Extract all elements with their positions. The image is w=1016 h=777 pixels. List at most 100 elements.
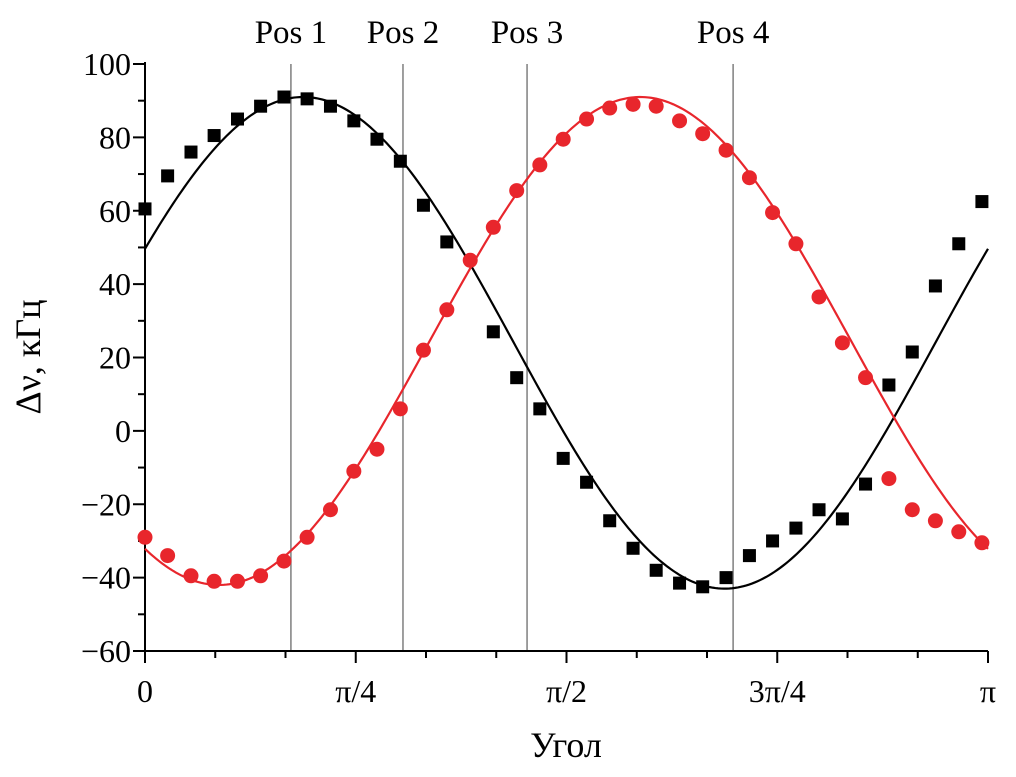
y-tick-label: −20 [81, 486, 131, 522]
position-lines: Pos 1 Pos 2 Pos 3 Pos 4 [255, 15, 769, 651]
data-point-square [277, 90, 291, 104]
data-point-square [882, 378, 896, 392]
data-point-circle [625, 96, 641, 112]
data-point-circle [927, 513, 943, 529]
data-point-circle [276, 553, 292, 569]
data-point-square [138, 202, 152, 216]
data-point-square [184, 145, 198, 159]
data-point-circle [183, 568, 199, 584]
data-point-circle [555, 131, 571, 147]
data-point-square [254, 99, 268, 113]
y-tick-label: −40 [81, 560, 131, 596]
data-point-circle [579, 111, 595, 127]
data-point-square [835, 512, 849, 526]
data-point-circle [369, 441, 385, 457]
y-tick-label: 40 [99, 266, 131, 302]
data-point-circle [509, 183, 525, 199]
position-label: Pos 1 [255, 15, 327, 51]
x-tick-label: π [980, 673, 996, 709]
y-tick-label: 0 [115, 413, 131, 449]
data-point-circle [392, 401, 408, 417]
data-point-square [370, 132, 384, 146]
data-point-square [580, 475, 594, 489]
x-tick-label: π/4 [335, 673, 376, 709]
data-point-circle [439, 302, 455, 318]
data-point-circle [951, 524, 967, 540]
data-point-circle [858, 370, 874, 386]
data-point-square [486, 325, 500, 339]
data-point-square [161, 169, 175, 183]
data-point-square [393, 154, 407, 168]
y-tick-label: 60 [99, 193, 131, 229]
data-point-square [533, 402, 547, 416]
data-point-square [789, 521, 803, 535]
data-point-square [207, 129, 221, 143]
x-ticks: 0 π/4 π/2 3π/4 π [137, 651, 996, 709]
position-label: Pos 4 [697, 15, 769, 51]
data-point-square [696, 580, 710, 594]
data-point-circle [695, 126, 711, 142]
data-point-square [812, 503, 826, 517]
y-tick-label: −60 [81, 633, 131, 669]
fit-curve [144, 95, 989, 587]
data-points [137, 90, 990, 594]
y-tick-label: 100 [83, 46, 131, 82]
x-tick-label: 3π/4 [749, 673, 806, 709]
data-point-square [416, 198, 430, 212]
data-point-circle [206, 573, 222, 589]
y-tick-label: 80 [99, 119, 131, 155]
data-point-square [300, 92, 314, 106]
data-point-square [440, 235, 454, 249]
y-axis-title: Δν, кГц [8, 300, 48, 415]
data-point-square [975, 195, 989, 209]
position-label: Pos 3 [491, 15, 563, 51]
position-label: Pos 2 [367, 15, 439, 51]
data-point-circle [811, 289, 827, 305]
data-point-circle [788, 236, 804, 252]
data-point-circle [253, 568, 269, 584]
data-point-square [719, 571, 733, 585]
x-axis-title: Угол [530, 725, 602, 765]
data-point-circle [765, 205, 781, 221]
data-point-circle [532, 157, 548, 173]
data-point-square [766, 534, 780, 548]
data-point-circle [346, 463, 362, 479]
data-point-circle [485, 219, 501, 235]
fit-curve [144, 95, 989, 590]
data-point-circle [299, 529, 315, 545]
data-point-circle [741, 170, 757, 186]
data-point-square [347, 114, 361, 128]
data-point-circle [648, 98, 664, 114]
data-point-circle [904, 502, 920, 518]
data-point-circle [974, 535, 990, 551]
data-point-circle [672, 113, 688, 129]
data-point-square [859, 477, 873, 491]
data-point-square [510, 371, 524, 385]
x-tick-label: 0 [137, 673, 153, 709]
x-tick-label: π/2 [546, 673, 587, 709]
data-point-square [230, 112, 244, 126]
data-point-square [556, 451, 570, 465]
data-point-circle [322, 502, 338, 518]
data-point-square [928, 279, 942, 293]
data-point-circle [160, 548, 176, 564]
data-point-square [649, 563, 663, 577]
data-point-square [323, 99, 337, 113]
data-point-square [952, 237, 966, 251]
data-point-circle [137, 529, 153, 545]
data-point-circle [881, 471, 897, 487]
data-point-square [603, 514, 617, 528]
axes [144, 62, 988, 652]
data-point-square [626, 541, 640, 555]
data-point-circle [462, 252, 478, 268]
y-ticks: −60 −40 −20 0 20 40 60 80 100 [81, 46, 145, 669]
data-point-circle [718, 142, 734, 158]
y-tick-label: 20 [99, 340, 131, 376]
data-point-circle [834, 335, 850, 351]
data-point-square [905, 345, 919, 359]
fit-curves [144, 95, 989, 590]
data-point-square [673, 576, 687, 590]
data-point-circle [415, 342, 431, 358]
data-point-square [742, 549, 756, 563]
